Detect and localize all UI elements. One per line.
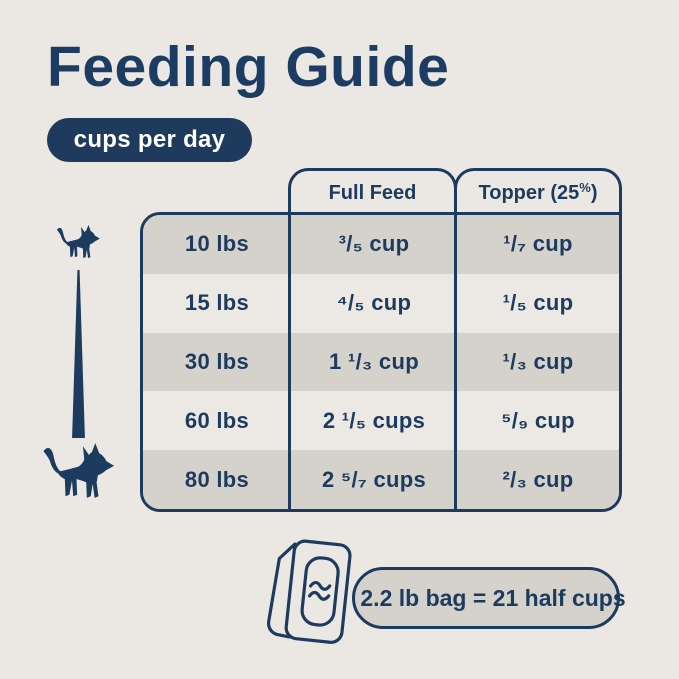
weight-cell: 10 lbs [184,231,250,257]
column-divider [454,215,457,509]
full-feed-cell: ⁴/₅ cup [336,290,412,316]
large-dog-icon [43,443,115,498]
table-row: 80 lbs 2 ⁵/₇ cups ²/₃ cup [143,450,619,509]
table-row: 10 lbs ³/₅ cup ¹/₇ cup [143,215,619,274]
table-row: 30 lbs 1 ¹/₃ cup ¹/₃ cup [143,332,619,392]
column-header-topper: Topper (25%) [454,168,622,215]
full-feed-cell: 2 ⁵/₇ cups [321,466,427,492]
table-row: 60 lbs 2 ¹/₅ cups ⁵/₉ cup [143,391,619,451]
full-feed-header-label: Full Feed [328,181,417,204]
weight-cell: 80 lbs [184,466,250,492]
badge-label: cups per day [73,126,226,153]
topper-header-suffix: ) [590,181,598,204]
feeding-table-body: 10 lbs ³/₅ cup ¹/₇ cup 15 lbs ⁴/₅ cup ¹/… [140,212,622,512]
topper-percent-sign: % [579,179,591,195]
feeding-table: Full Feed Topper (25%) 10 lbs ³/₅ cup ¹/… [140,168,622,512]
page-title: Feeding Guide [47,35,450,99]
table-row: 15 lbs ⁴/₅ cup ¹/₅ cup [143,273,619,333]
weight-cell: 15 lbs [184,290,250,316]
topper-cell: ⁵/₉ cup [501,407,575,433]
topper-cell: ²/₃ cup [502,466,574,492]
topper-cell: ¹/₃ cup [502,348,574,374]
topper-cell: ¹/₅ cup [502,290,574,316]
cups-per-day-badge: cups per day [47,118,252,162]
bag-note-label: 2.2 lb bag = 21 half cups [360,584,626,611]
column-header-full-feed: Full Feed [288,168,457,215]
full-feed-cell: 1 ¹/₃ cup [329,348,419,374]
weight-cell: 60 lbs [184,407,250,433]
small-dog-icon [56,224,100,259]
bag-equivalence-pill: 2.2 lb bag = 21 half cups [352,567,626,629]
full-feed-cell: 2 ¹/₅ cups [322,407,426,433]
column-divider [288,215,291,509]
dog-food-bag-icon [267,539,352,644]
topper-header-label: Topper (25 [478,181,580,204]
topper-cell: ¹/₇ cup [503,231,573,257]
full-feed-cell: ³/₅ cup [338,231,410,257]
size-increase-wedge-icon [72,270,85,438]
weight-cell: 30 lbs [184,348,250,374]
